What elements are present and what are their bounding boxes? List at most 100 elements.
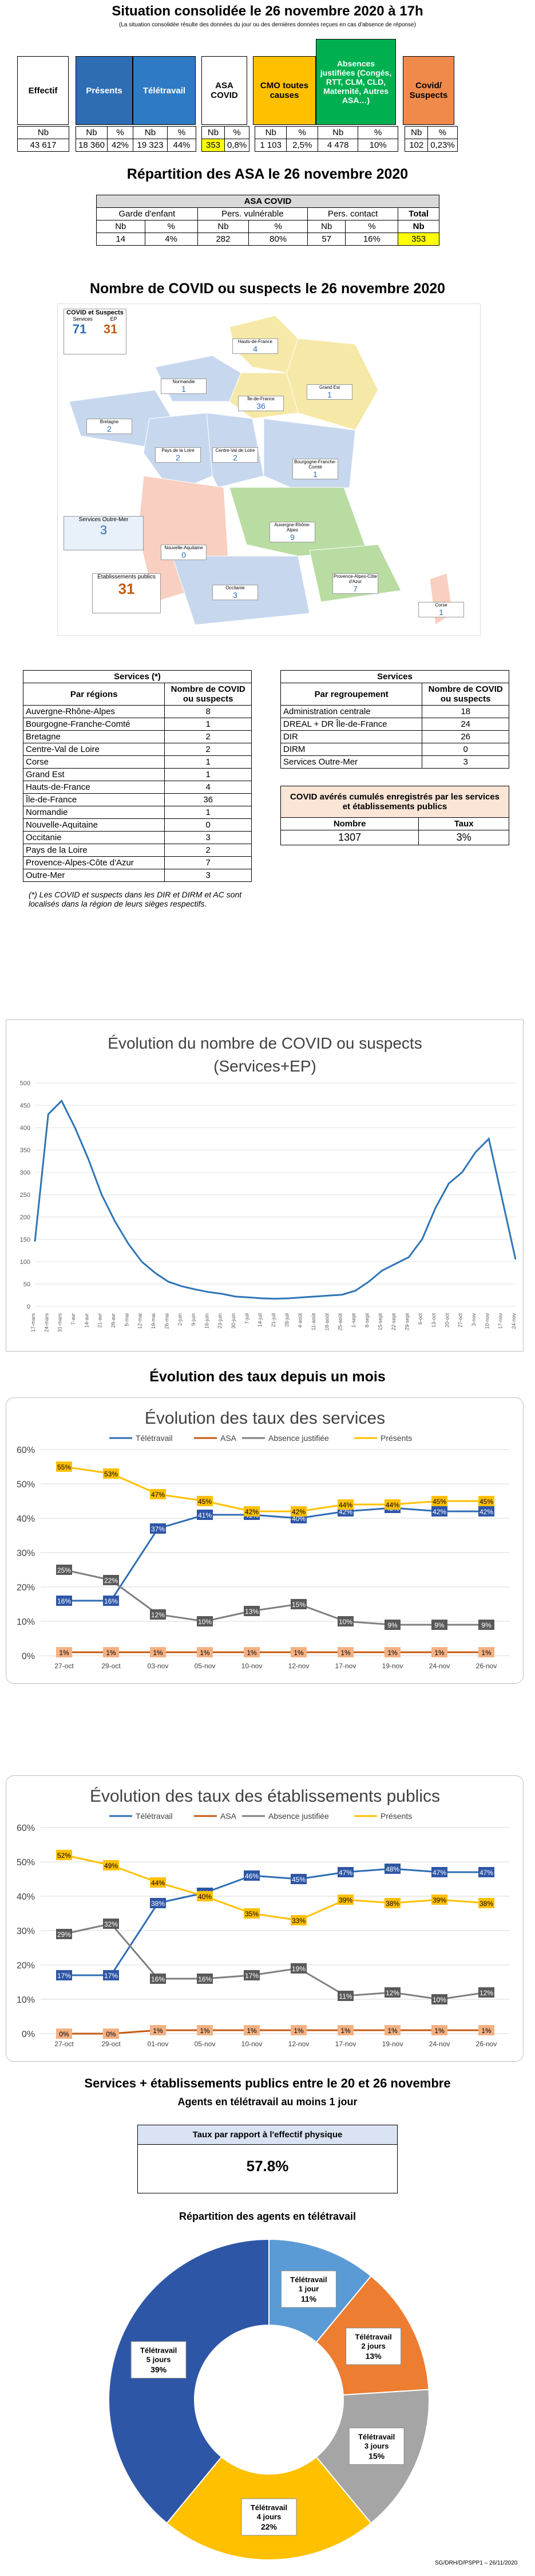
x-tick-label: 12-mai <box>137 1313 143 1329</box>
x-tick-label: 17-nov <box>498 1313 504 1329</box>
data-label: 1% <box>340 2027 351 2035</box>
x-tick-label: 17-nov <box>335 1662 356 1670</box>
cumul-h1: Nombre <box>280 817 419 830</box>
region-value: 2 <box>164 743 252 756</box>
x-tick-label: 30-juin <box>231 1313 236 1329</box>
y-tick-label: 50 <box>23 1281 30 1288</box>
data-label: 16% <box>151 1975 165 1983</box>
data-label-bg <box>338 2025 354 2035</box>
data-label: 9% <box>434 1621 445 1629</box>
data-label: 16% <box>104 1597 118 1605</box>
data-label: 11% <box>339 1992 352 2000</box>
data-label-bg <box>478 1506 494 1517</box>
data-label-bg <box>150 2025 166 2035</box>
data-label: 13% <box>245 1608 259 1616</box>
asa-table-title: ASA COVID <box>96 195 439 208</box>
series-line <box>64 1466 486 1512</box>
service-row: DIRM 0 <box>280 743 509 756</box>
data-label: 1% <box>247 2027 257 2035</box>
x-tick-label: 2-juin <box>177 1313 183 1326</box>
x-tick-label: 29-oct <box>101 1662 121 1670</box>
series-line <box>64 1854 487 1921</box>
sub-12: % <box>427 126 458 139</box>
map-region-value: 1 <box>181 384 186 393</box>
chart-title: Évolution des taux des établissements pu… <box>90 1787 440 1806</box>
data-label-bg <box>244 1970 260 1980</box>
data-label-bg <box>291 1963 307 1974</box>
data-label: 44% <box>339 1501 352 1509</box>
asa-group-2: Pers. contact <box>307 207 399 220</box>
data-label: 17% <box>104 1972 118 1980</box>
page-subtitle: (La situation consolidée résulte des don… <box>119 22 416 28</box>
series-line <box>64 2029 486 2035</box>
series-line <box>64 1923 487 2000</box>
map-region-label: Nouvelle-Aquitaine 0 <box>161 545 207 560</box>
asa-sub: Nb <box>398 220 439 233</box>
ep-box: Établissements publics 31 <box>92 573 161 613</box>
x-tick-label: 24-nov <box>429 2040 450 2048</box>
service-row: Services Outre-Mer 3 <box>280 755 509 769</box>
x-tick-label: 28-avr <box>110 1313 116 1328</box>
services-col1: Par regroupement <box>280 683 423 706</box>
sub-8: % <box>286 126 319 139</box>
ep-rates-svg: Évolution des taux des établissements pu… <box>17 1787 510 2048</box>
map-region-name: Bourgogne-Franche-Comté <box>294 459 336 470</box>
map-region-name: Corse <box>435 602 447 608</box>
data-label-bg <box>385 1864 401 1874</box>
data-label-bg <box>244 1908 260 1919</box>
region-row: Provence-Alpes-Côte d'Azur 7 <box>22 856 252 869</box>
regions-col1: Par régions <box>22 683 165 706</box>
donut-label: Télétravail <box>358 2432 395 2441</box>
map-region-name: Auvergne-Rhône-Alpes <box>274 522 311 533</box>
data-label-bg <box>338 1499 354 1510</box>
x-tick-label: 27-oct <box>54 2040 74 2048</box>
data-label: 1% <box>481 2027 492 2035</box>
legend-label: Présents <box>381 1811 412 1821</box>
map-region-name: Provence-Alpes-Côte d'Azur <box>333 574 378 584</box>
x-tick-label: 05-nov <box>195 1662 216 1670</box>
map-region-value: 1 <box>439 608 443 617</box>
series-line <box>34 1099 517 1300</box>
telework-title: Services + établissements publics entre … <box>84 2076 451 2090</box>
region-label: Bourgogne-Franche-Comté <box>22 718 165 731</box>
x-tick-label: 01-nov <box>148 2040 169 2048</box>
asa-val: 14 <box>96 233 145 246</box>
data-label-bg <box>197 1510 213 1520</box>
telework-subtitle: Agents en télétravail au moins 1 jour <box>177 2096 358 2108</box>
donut-label: Télétravail <box>140 2346 177 2355</box>
page-title: Situation consolidée le 26 novembre 2020… <box>112 3 423 19</box>
data-label-bg <box>197 1891 213 1901</box>
cumul-v1: 1307 <box>280 830 419 845</box>
data-label: 42% <box>292 1508 306 1516</box>
data-label: 53% <box>104 1470 118 1478</box>
data-label-bg <box>150 1974 166 1984</box>
data-label-bg <box>150 1898 166 1908</box>
data-label-bg <box>244 1506 260 1517</box>
map-region-label: Normandie 1 <box>161 379 207 394</box>
data-label-bg <box>478 1987 494 1998</box>
map-region-value: 2 <box>233 453 237 462</box>
map-region-name: Île-de-France <box>247 396 275 401</box>
region-value: 36 <box>164 793 252 806</box>
val-asa-pct: 0,8% <box>224 139 250 152</box>
data-label-bg <box>103 1860 119 1870</box>
data-label: 46% <box>245 1872 259 1880</box>
data-label-bg <box>103 1970 119 1980</box>
region-label: Île-de-France <box>22 793 165 806</box>
map-region-label: Corse 1 <box>418 602 464 617</box>
y-tick-label: 10% <box>17 1995 35 2005</box>
col-cmo: CMO toutes causes <box>253 56 316 125</box>
region-label: Auvergne-Rhône-Alpes <box>22 705 165 718</box>
donut-label: 1 jour <box>299 2284 319 2293</box>
sub-0: Nb <box>17 126 69 139</box>
region-label: Provence-Alpes-Côte d'Azur <box>22 856 165 869</box>
data-label: 9% <box>387 1621 398 1629</box>
data-label: 10% <box>198 1618 212 1626</box>
data-label-bg <box>291 1915 307 1925</box>
data-label-bg <box>56 1929 72 1939</box>
donut-value: 15% <box>368 2451 385 2460</box>
col-presents: Présents <box>76 56 133 125</box>
region-value: 4 <box>164 781 252 794</box>
val-covid-nb: 102 <box>405 139 429 152</box>
map-title: Nombre de COVID ou suspects le 26 novemb… <box>89 281 446 297</box>
